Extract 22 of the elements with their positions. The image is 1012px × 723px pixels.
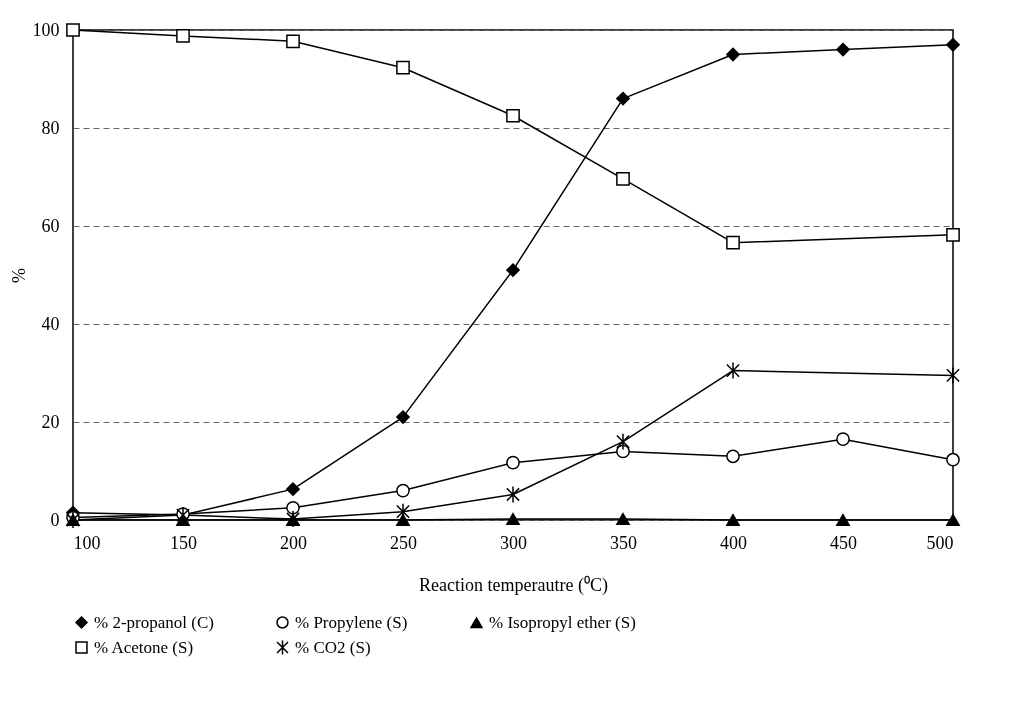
- x-tick-label: 200: [280, 532, 307, 553]
- y-tick-label: 100: [32, 19, 60, 40]
- legend-label: % Propylene (S): [295, 612, 408, 632]
- legend-label: % Acetone (S): [94, 637, 194, 657]
- x-tick-label: 450: [830, 532, 857, 553]
- legend-label: % Isopropyl ether (S): [489, 612, 636, 632]
- x-tick-label: 150: [170, 532, 197, 553]
- y-tick-label: 20: [41, 411, 60, 432]
- y-axis-title: %: [8, 268, 29, 283]
- y-tick-label: 80: [41, 117, 60, 138]
- y-tick-label: 60: [41, 215, 60, 236]
- x-tick-label: 100: [73, 532, 101, 553]
- x-tick-label: 500: [926, 532, 954, 553]
- x-tick-label: 250: [390, 532, 417, 553]
- y-tick-label: 0: [50, 509, 60, 530]
- legend-label: % CO2 (S): [295, 637, 371, 657]
- x-tick-label: 350: [610, 532, 637, 553]
- x-axis-title: Reaction temperautre (⁰C): [419, 574, 608, 596]
- x-tick-label: 400: [720, 532, 747, 553]
- legend-label: % 2-propanol (C): [94, 612, 214, 632]
- y-tick-label: 40: [41, 313, 60, 334]
- x-tick-label: 300: [500, 532, 527, 553]
